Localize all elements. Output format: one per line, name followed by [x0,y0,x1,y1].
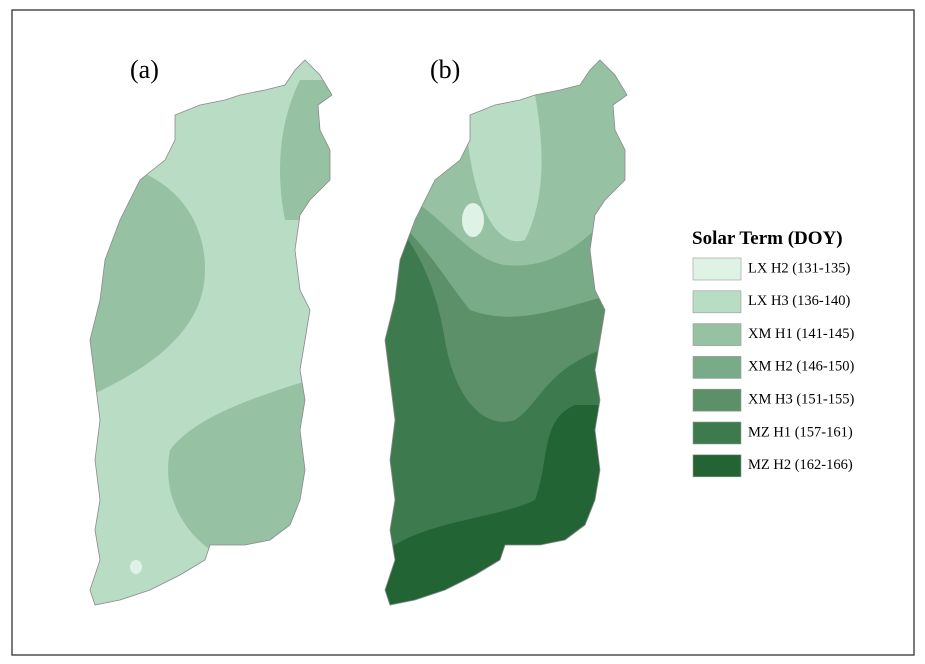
legend-swatch [692,290,742,314]
legend-label: MZ H2 (162-166) [748,457,853,473]
legend-swatch [692,257,742,281]
legend: LX H2 (131-135) LX H3 (136-140) XM H1 (141… [692,257,854,478]
legend-label: XM H1 (141-145) [748,326,854,342]
map-b [384,59,628,606]
legend-swatch [692,323,742,346]
legend-label: LX H3 (136-140) [748,293,850,309]
map-a [89,59,333,606]
legend-swatch [692,356,742,379]
legend-label: XM H2 (146-150) [748,359,854,375]
legend-swatch [692,454,742,478]
legend-label: XM H3 (151-155) [748,392,854,408]
panel-label: (a) [130,55,159,84]
legend-label: LX H2 (131-135) [748,260,850,276]
legend-label: MZ H1 (157-161) [748,424,853,440]
panel-label: (b) [430,55,460,84]
frame [11,9,915,656]
legend-title: Solar Term (DOY) [692,228,843,249]
legend-swatch [692,421,742,445]
legend-swatch [692,388,742,412]
